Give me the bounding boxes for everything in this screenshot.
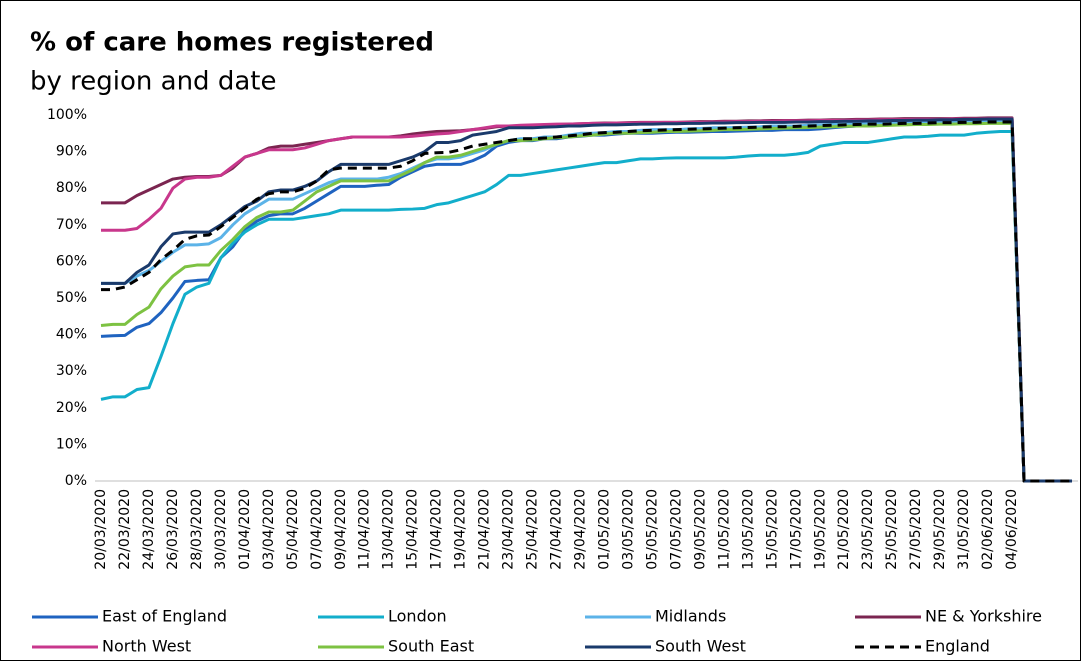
x-tick-label: 27/04/2020	[549, 489, 565, 570]
series-line	[100, 117, 1073, 483]
x-tick-label: 09/05/2020	[692, 489, 708, 570]
x-tick-label: 22/03/2020	[117, 489, 133, 570]
x-tick-label: 24/03/2020	[141, 489, 157, 570]
x-tick-label: 23/04/2020	[501, 489, 517, 570]
x-tick-label: 11/04/2020	[357, 489, 373, 570]
chart-subtitle: by region and date	[30, 67, 276, 97]
x-tick-label: 03/05/2020	[620, 489, 636, 570]
x-tick-label: 11/05/2020	[716, 489, 732, 570]
x-tick-label: 28/03/2020	[189, 489, 205, 570]
chart-title: % of care homes registered	[30, 28, 434, 58]
x-tick-label: 09/04/2020	[333, 489, 349, 570]
x-tick-label: 20/03/2020	[93, 489, 109, 570]
legend-label: London	[388, 607, 447, 626]
x-tick-label: 05/04/2020	[285, 489, 301, 570]
x-tick-label: 13/04/2020	[381, 489, 397, 570]
x-tick-label: 15/05/2020	[764, 489, 780, 570]
legend-label: NE & Yorkshire	[925, 607, 1042, 626]
x-tick-label: 07/05/2020	[668, 489, 684, 570]
x-tick-label: 07/04/2020	[309, 489, 325, 570]
x-tick-label: 26/03/2020	[165, 489, 181, 570]
x-tick-label: 29/05/2020	[932, 489, 948, 570]
x-tick-label: 19/05/2020	[812, 489, 828, 570]
x-tick-label: 05/05/2020	[644, 489, 660, 570]
x-tick-label: 17/04/2020	[429, 489, 445, 570]
y-tick-label: 0%	[65, 473, 87, 489]
x-tick-label: 04/06/2020	[1004, 489, 1020, 570]
legend-label: South West	[655, 637, 746, 656]
legend-label: North West	[102, 637, 191, 656]
x-tick-label: 29/04/2020	[573, 489, 589, 570]
legend-label: Midlands	[655, 607, 726, 626]
legend-label: South East	[388, 637, 474, 656]
y-tick-label: 50%	[56, 290, 87, 306]
x-tick-label: 15/04/2020	[405, 489, 421, 570]
x-tick-label: 03/04/2020	[261, 489, 277, 570]
series-line	[100, 120, 1073, 483]
x-tick-label: 01/05/2020	[596, 489, 612, 570]
x-tick-label: 13/05/2020	[740, 489, 756, 570]
x-tick-label: 17/05/2020	[788, 489, 804, 570]
x-tick-label: 01/04/2020	[237, 489, 253, 570]
y-tick-label: 90%	[56, 144, 87, 160]
y-tick-label: 30%	[56, 363, 87, 379]
y-tick-label: 10%	[56, 436, 87, 452]
x-tick-label: 21/05/2020	[836, 489, 852, 570]
x-tick-label: 25/05/2020	[884, 489, 900, 570]
x-tick-label: 19/04/2020	[453, 489, 469, 570]
x-tick-label: 30/03/2020	[213, 489, 229, 570]
x-tick-label: 25/04/2020	[525, 489, 541, 570]
x-tick-label: 23/05/2020	[860, 489, 876, 570]
x-tick-label: 31/05/2020	[956, 489, 972, 570]
legend-label: England	[925, 637, 990, 656]
x-tick-label: 21/04/2020	[477, 489, 493, 570]
y-tick-label: 100%	[47, 107, 87, 123]
x-tick-label: 02/06/2020	[980, 489, 996, 570]
x-tick-label: 27/05/2020	[908, 489, 924, 570]
legend-label: East of England	[102, 607, 227, 626]
y-tick-label: 40%	[56, 327, 87, 343]
y-tick-label: 70%	[56, 217, 87, 233]
y-tick-label: 60%	[56, 253, 87, 269]
y-tick-label: 80%	[56, 180, 87, 196]
series-line	[100, 129, 1073, 483]
y-tick-label: 20%	[56, 400, 87, 416]
